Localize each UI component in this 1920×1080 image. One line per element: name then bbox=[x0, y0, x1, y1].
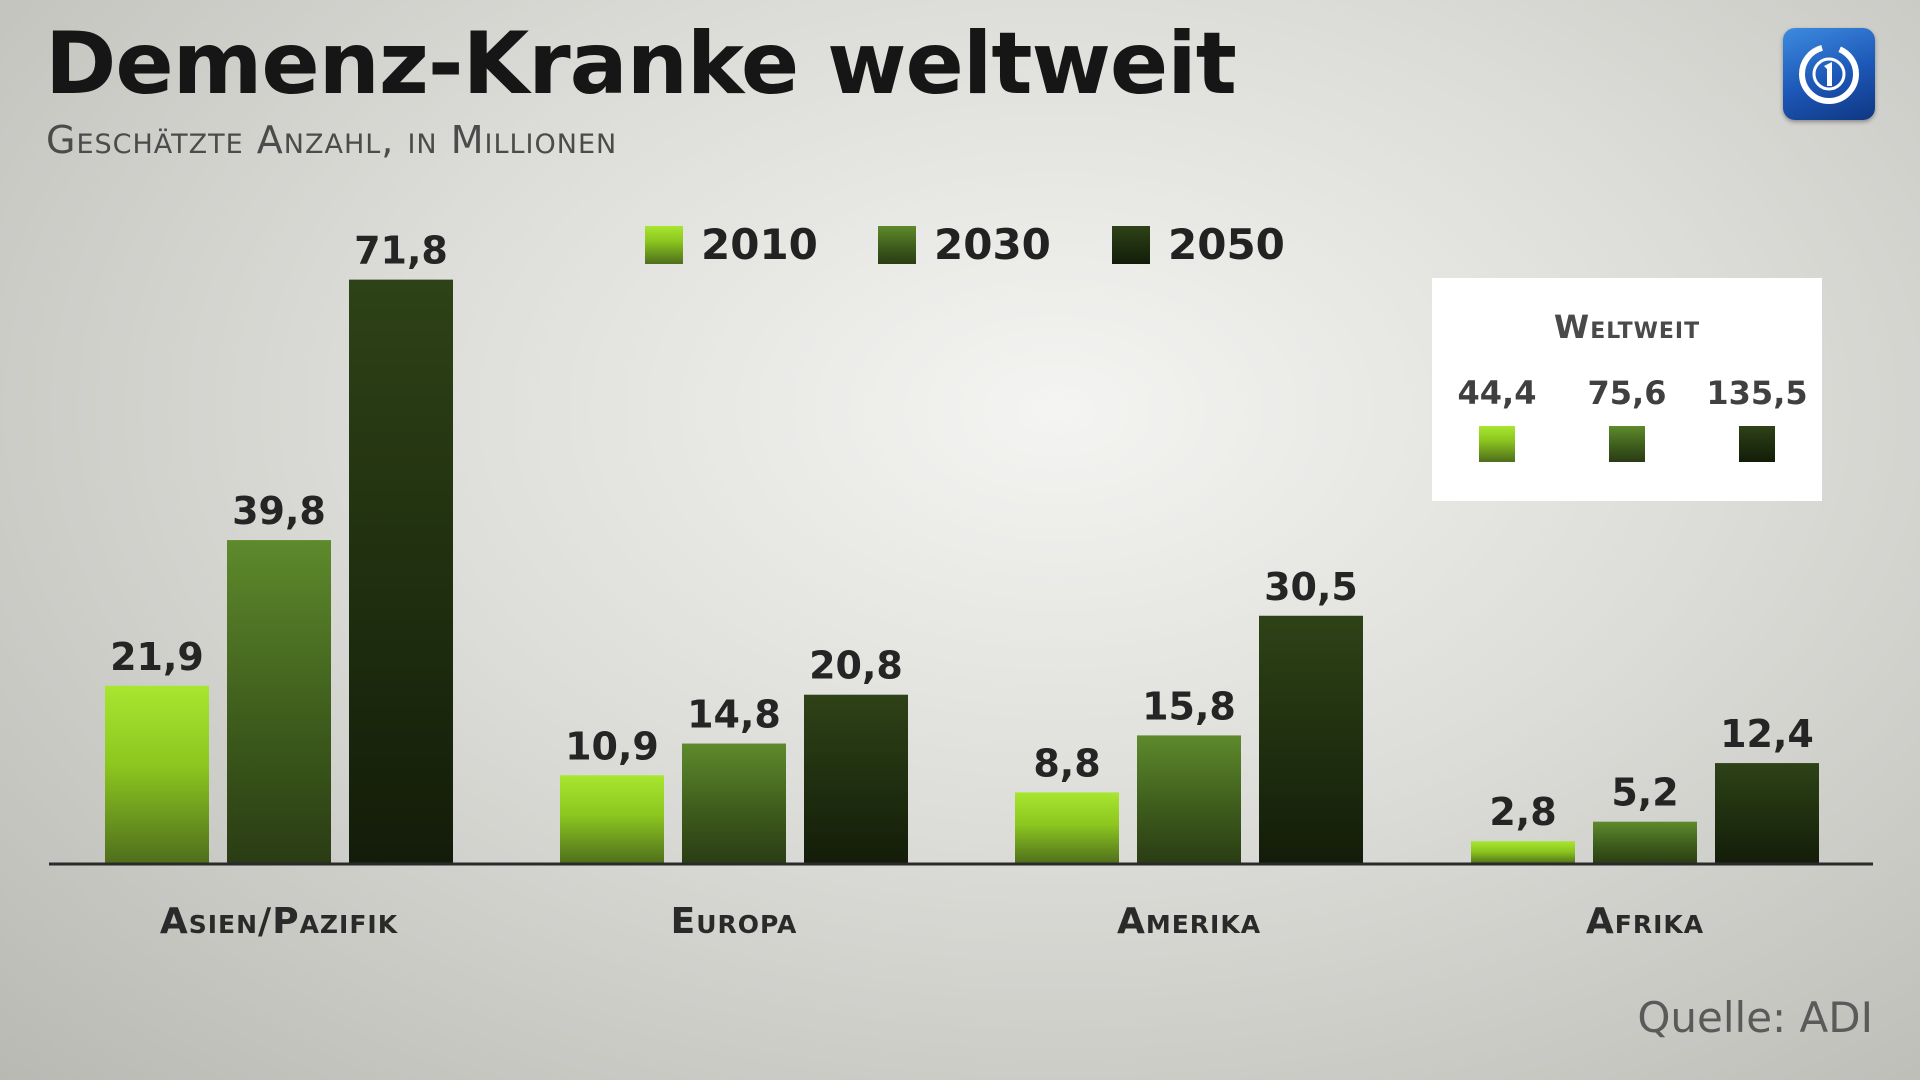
world-swatch-2050 bbox=[1739, 426, 1775, 462]
legend-label-2030: 2030 bbox=[934, 220, 1051, 269]
world-value-2010: 44,4 bbox=[1457, 374, 1537, 412]
bar-asien-pazifik-2010 bbox=[105, 685, 209, 864]
data-label-afrika-2030: 5,2 bbox=[1611, 771, 1678, 815]
category-label-afrika: Afrika bbox=[1586, 901, 1704, 942]
bar-afrika-2030 bbox=[1593, 821, 1697, 864]
world-swatch-2030 bbox=[1609, 426, 1645, 462]
bar-afrika-2050 bbox=[1715, 763, 1819, 864]
bar-amerika-2010 bbox=[1015, 792, 1119, 864]
legend-item-2030: 2030 bbox=[878, 220, 1051, 269]
category-label-asien-pazifik: Asien/Pazifik bbox=[160, 901, 399, 942]
source-note: Quelle: ADI bbox=[1637, 993, 1873, 1042]
data-label-afrika-2010: 2,8 bbox=[1489, 790, 1556, 834]
world-summary-box: Weltweit 44,4 75,6 135,5 bbox=[1432, 278, 1822, 501]
world-value-2030: 75,6 bbox=[1587, 374, 1667, 412]
world-value-2050: 135,5 bbox=[1706, 374, 1808, 412]
chart-legend: 2010 2030 2050 bbox=[0, 220, 1920, 280]
bar-europa-2050 bbox=[804, 694, 908, 864]
data-label-amerika-2030: 15,8 bbox=[1142, 684, 1236, 728]
data-label-amerika-2010: 8,8 bbox=[1033, 741, 1100, 785]
legend-label-2050: 2050 bbox=[1168, 220, 1285, 269]
data-label-europa-2030: 14,8 bbox=[687, 693, 781, 737]
bar-asien-pazifik-2050 bbox=[349, 279, 453, 864]
chart-subtitle: Geschätzte Anzahl, in Millionen bbox=[46, 118, 618, 162]
bar-amerika-2030 bbox=[1137, 735, 1241, 864]
ard-logo-icon bbox=[1783, 28, 1875, 120]
ard-logo-graphic bbox=[1799, 44, 1859, 104]
legend-swatch-2010 bbox=[645, 225, 683, 264]
legend-swatch-2030 bbox=[878, 225, 916, 264]
data-label-amerika-2050: 30,5 bbox=[1264, 565, 1358, 609]
bar-europa-2030 bbox=[682, 743, 786, 864]
legend-label-2010: 2010 bbox=[701, 220, 818, 269]
category-label-europa: Europa bbox=[671, 901, 798, 942]
bar-asien-pazifik-2030 bbox=[227, 540, 331, 864]
legend-item-2050: 2050 bbox=[1112, 220, 1285, 269]
bar-amerika-2050 bbox=[1259, 615, 1363, 864]
world-swatch-2010 bbox=[1479, 426, 1515, 462]
data-label-asien-pazifik-2050: 71,8 bbox=[354, 229, 448, 273]
legend-swatch-2050 bbox=[1112, 225, 1150, 264]
legend-item-2010: 2010 bbox=[645, 220, 818, 269]
data-label-afrika-2050: 12,4 bbox=[1720, 712, 1814, 756]
world-summary-2010: 44,4 bbox=[1432, 374, 1562, 462]
data-label-asien-pazifik-2010: 21,9 bbox=[110, 635, 204, 679]
data-label-asien-pazifik-2030: 39,8 bbox=[232, 489, 326, 533]
chart-title: Demenz-Kranke weltweit bbox=[45, 14, 1237, 114]
bar-europa-2010 bbox=[560, 775, 664, 864]
data-label-europa-2010: 10,9 bbox=[565, 724, 659, 768]
world-summary-title: Weltweit bbox=[1553, 308, 1701, 346]
category-label-amerika: Amerika bbox=[1117, 901, 1261, 942]
world-summary-2030: 75,6 bbox=[1562, 374, 1692, 462]
data-label-europa-2050: 20,8 bbox=[809, 644, 903, 688]
world-summary-2050: 135,5 bbox=[1692, 374, 1822, 462]
bar-afrika-2010 bbox=[1471, 841, 1575, 864]
